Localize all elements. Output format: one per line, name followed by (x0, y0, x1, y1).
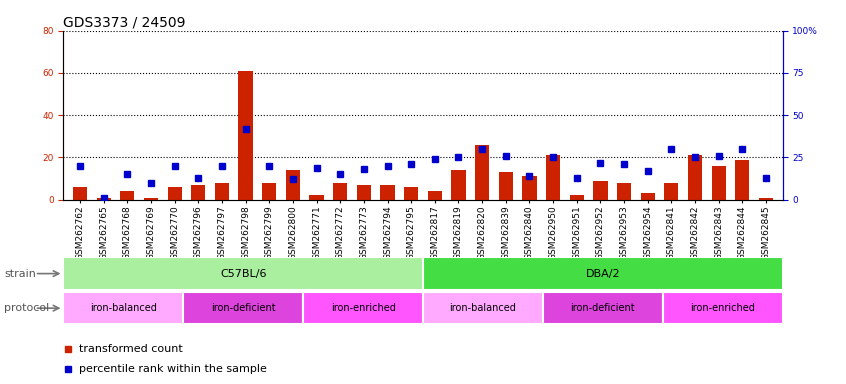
Text: iron-enriched: iron-enriched (331, 303, 396, 313)
Bar (593, 181, 607, 200)
Bar (381, 185, 394, 200)
Bar (522, 177, 536, 200)
Text: iron-balanced: iron-balanced (90, 303, 157, 313)
Text: iron-deficient: iron-deficient (211, 303, 276, 313)
Bar (423, 292, 543, 324)
Bar (96, 198, 111, 200)
Text: protocol: protocol (4, 303, 49, 313)
Bar (168, 187, 182, 200)
Bar (664, 183, 678, 200)
Bar (120, 191, 135, 200)
Bar (310, 195, 324, 200)
Bar (63, 257, 423, 290)
Bar (184, 292, 303, 324)
Bar (73, 187, 87, 200)
Bar (569, 195, 584, 200)
Bar (423, 257, 783, 290)
Bar (546, 156, 560, 200)
Bar (475, 145, 489, 200)
Bar (759, 198, 773, 200)
Bar (215, 183, 229, 200)
Bar (262, 183, 277, 200)
Bar (404, 187, 418, 200)
Bar (543, 292, 662, 324)
Text: DBA/2: DBA/2 (585, 268, 620, 279)
Text: iron-deficient: iron-deficient (570, 303, 635, 313)
Bar (662, 292, 783, 324)
Bar (498, 172, 513, 200)
Bar (144, 198, 158, 200)
Text: transformed count: transformed count (79, 344, 183, 354)
Bar (640, 194, 655, 200)
Text: iron-enriched: iron-enriched (690, 303, 755, 313)
Bar (688, 156, 702, 200)
Bar (191, 185, 206, 200)
Text: GDS3373 / 24509: GDS3373 / 24509 (63, 15, 186, 29)
Bar (711, 166, 726, 200)
Bar (617, 183, 631, 200)
Bar (735, 160, 750, 200)
Bar (333, 183, 348, 200)
Text: C57BL/6: C57BL/6 (220, 268, 266, 279)
Text: strain: strain (4, 268, 36, 279)
Bar (303, 292, 423, 324)
Bar (452, 170, 465, 200)
Bar (428, 191, 442, 200)
Bar (63, 292, 184, 324)
Bar (357, 185, 371, 200)
Text: percentile rank within the sample: percentile rank within the sample (79, 364, 266, 374)
Text: iron-balanced: iron-balanced (449, 303, 516, 313)
Bar (239, 71, 253, 200)
Bar (286, 170, 300, 200)
